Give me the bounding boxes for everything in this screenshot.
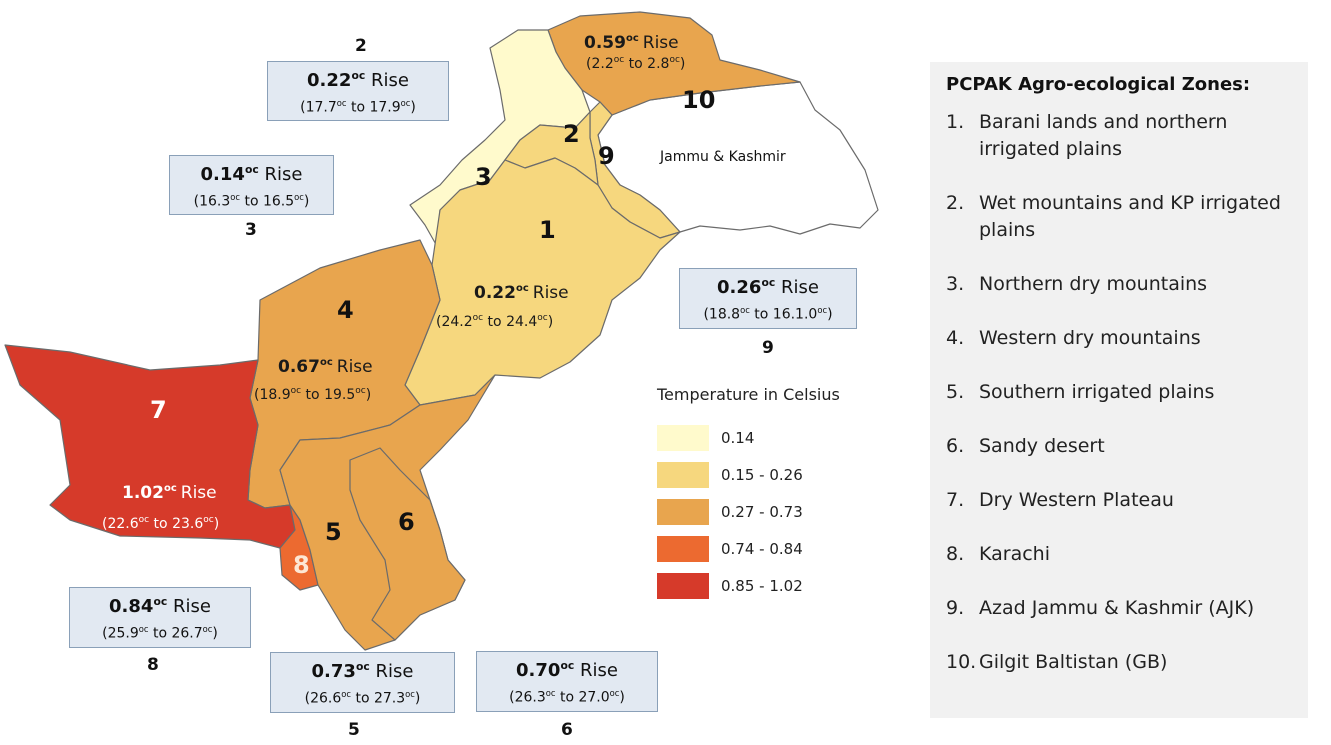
- zones-list-item: 1. Barani lands and northern irrigated pl…: [946, 109, 1308, 163]
- zone-item-number: 6.: [946, 435, 965, 457]
- zone-number-1: 1: [539, 216, 556, 244]
- callout-label-zone-2: 2: [355, 36, 367, 56]
- callout-rise: 0.26oc Rise: [717, 276, 819, 298]
- zone-number-2: 2: [563, 120, 580, 148]
- zones-panel: PCPAK Agro-ecological Zones: 1. Barani la…: [930, 62, 1308, 718]
- legend-title: Temperature in Celsius: [657, 385, 840, 404]
- zone-item-number: 2.: [946, 192, 965, 214]
- callout-range: (26.3oc to 27.0oc): [509, 688, 625, 706]
- callout-label-zone-8: 8: [147, 655, 159, 675]
- callout-range: (16.3oc to 16.5oc): [193, 192, 310, 210]
- zones-list-item: 4. Western dry mountains: [946, 325, 1308, 352]
- jammu-kashmir-label: Jammu & Kashmir: [659, 149, 786, 165]
- zone-item-number: 5.: [946, 381, 965, 403]
- map-range-zone-7: (22.6oc to 23.6oc): [102, 515, 219, 532]
- map-rise-zone-10: 0.59oc Rise: [584, 33, 679, 53]
- callout-label-zone-5: 5: [348, 720, 360, 740]
- legend-label: 0.85 - 1.02: [721, 577, 803, 595]
- zones-list-item: 7. Dry Western Plateau: [946, 487, 1308, 514]
- callout-zone-3: 0.14oc Rise (16.3oc to 16.5oc): [169, 155, 334, 215]
- zone-item-name: Southern irrigated plains: [979, 381, 1215, 403]
- zones-list-item: 9. Azad Jammu & Kashmir (AJK): [946, 595, 1308, 622]
- callout-range: (26.6oc to 27.3oc): [304, 689, 421, 707]
- callout-rise: 0.84oc Rise: [109, 595, 211, 617]
- zone-item-number: 1.: [946, 111, 965, 133]
- callout-range: (17.7oc to 17.9oc): [300, 98, 416, 116]
- zone-item-name: Azad Jammu & Kashmir (AJK): [979, 597, 1255, 619]
- legend-swatch: [657, 573, 709, 599]
- legend-swatch: [657, 499, 709, 525]
- zones-list: 1. Barani lands and northern irrigated pl…: [946, 109, 1308, 676]
- legend-label: 0.27 - 0.73: [721, 503, 803, 521]
- zone-item-number: 10.: [946, 651, 977, 673]
- zone-item-name: Karachi: [979, 543, 1050, 565]
- callout-range: (25.9oc to 26.7oc): [102, 624, 218, 642]
- zone-number-8: 8: [293, 551, 310, 579]
- callout-rise: 0.70oc Rise: [516, 659, 618, 681]
- callout-label-zone-6: 6: [561, 720, 573, 740]
- zones-panel-title: PCPAK Agro-ecological Zones:: [946, 74, 1251, 95]
- zone-number-6: 6: [398, 508, 415, 536]
- map-range-zone-10: (2.2oc to 2.8oc): [586, 55, 685, 72]
- zones-list-item: 2. Wet mountains and KP irrigated plains: [946, 190, 1308, 244]
- callout-zone-5: 0.73oc Rise (26.6oc to 27.3oc): [270, 652, 455, 713]
- callout-label-zone-3: 3: [245, 220, 257, 240]
- zones-list-item: 6. Sandy desert: [946, 433, 1308, 460]
- callout-zone-8: 0.84oc Rise (25.9oc to 26.7oc): [69, 587, 251, 648]
- map-range-zone-1: (24.2oc to 24.4oc): [436, 313, 553, 330]
- pakistan-zone-map: 1 2 3 4 5 6 7 8 9 10 Jammu & Kashmir 0.5…: [4, 11, 879, 651]
- callout-zone-9: 0.26oc Rise (18.8oc to 16.1.0oc): [679, 268, 857, 329]
- map-rise-zone-1: 0.22oc Rise: [474, 283, 569, 303]
- zone-6-sandy-desert: [349, 447, 466, 641]
- map-rise-zone-7: 1.02oc Rise: [122, 483, 217, 503]
- zone-item-number: 9.: [946, 597, 965, 619]
- zone-item-number: 7.: [946, 489, 965, 511]
- zone-number-5: 5: [325, 518, 342, 546]
- callout-rise: 0.14oc Rise: [200, 163, 303, 185]
- callout-zone-2: 0.22oc Rise (17.7oc to 17.9oc): [267, 61, 449, 121]
- legend-label: 0.15 - 0.26: [721, 466, 803, 484]
- legend-swatch: [657, 536, 709, 562]
- zone-item-name: Gilgit Baltistan (GB): [979, 651, 1168, 673]
- zone-item-name: Barani lands and northern irrigated plai…: [979, 111, 1228, 160]
- zones-list-item: 3. Northern dry mountains: [946, 271, 1308, 298]
- zone-item-name: Dry Western Plateau: [979, 489, 1174, 511]
- zone-item-number: 4.: [946, 327, 965, 349]
- callout-rise: 0.22oc Rise: [307, 69, 409, 91]
- zone-item-name: Wet mountains and KP irrigated plains: [979, 192, 1281, 241]
- legend-swatch: [657, 425, 709, 451]
- callout-range: (18.8oc to 16.1.0oc): [703, 305, 833, 323]
- zone-item-name: Western dry mountains: [979, 327, 1201, 349]
- zone-item-number: 8.: [946, 543, 965, 565]
- map-rise-zone-4: 0.67oc Rise: [278, 357, 373, 377]
- zone-number-3: 3: [475, 163, 492, 191]
- zone-number-9: 9: [598, 142, 615, 170]
- zone-item-name: Northern dry mountains: [979, 273, 1208, 295]
- legend-label: 0.74 - 0.84: [721, 540, 803, 558]
- zones-list-item: 10. Gilgit Baltistan (GB): [946, 649, 1308, 676]
- callout-zone-6: 0.70oc Rise (26.3oc to 27.0oc): [476, 651, 658, 712]
- zone-item-name: Sandy desert: [979, 435, 1105, 457]
- zone-item-number: 3.: [946, 273, 965, 295]
- callout-label-zone-9: 9: [762, 338, 774, 358]
- legend-label: 0.14: [721, 429, 755, 447]
- legend-swatch: [657, 462, 709, 488]
- zone-number-4: 4: [337, 296, 354, 324]
- callout-rise: 0.73oc Rise: [311, 660, 414, 682]
- zones-list-item: 5. Southern irrigated plains: [946, 379, 1308, 406]
- map-range-zone-4: (18.9oc to 19.5oc): [254, 386, 371, 403]
- zone-number-7: 7: [150, 396, 167, 424]
- zones-list-item: 8. Karachi: [946, 541, 1308, 568]
- zone-number-10: 10: [682, 86, 715, 114]
